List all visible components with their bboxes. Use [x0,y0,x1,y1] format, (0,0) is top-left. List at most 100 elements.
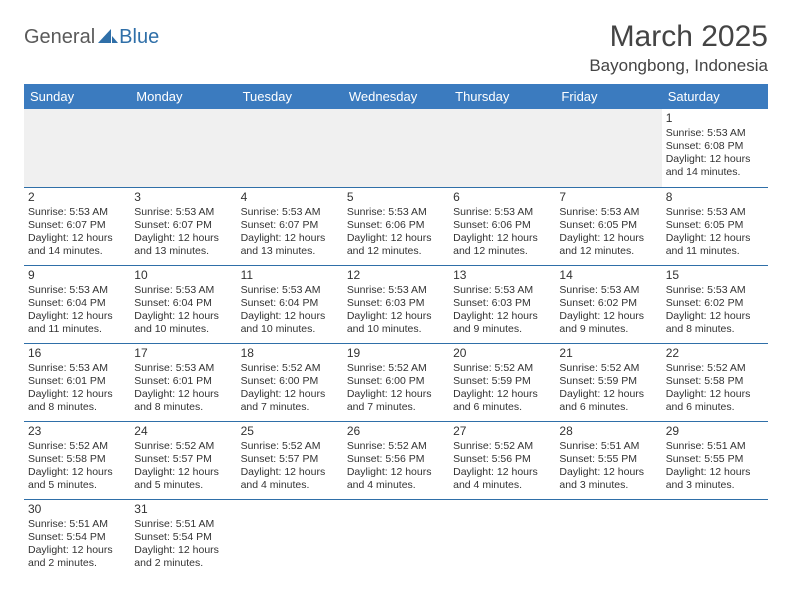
calendar-day-cell: 11Sunrise: 5:53 AMSunset: 6:04 PMDayligh… [237,265,343,343]
sunrise-text: Sunrise: 5:53 AM [559,284,657,297]
day-number: 10 [134,268,232,283]
calendar-table: SundayMondayTuesdayWednesdayThursdayFrid… [24,84,768,577]
sunrise-text: Sunrise: 5:51 AM [666,440,764,453]
sunrise-text: Sunrise: 5:53 AM [28,206,126,219]
daylight-text: and 12 minutes. [453,245,551,258]
sunset-text: Sunset: 5:56 PM [453,453,551,466]
daylight-text: Daylight: 12 hours [134,544,232,557]
logo-sail-icon [98,26,118,49]
sunrise-text: Sunrise: 5:52 AM [134,440,232,453]
sunset-text: Sunset: 6:03 PM [347,297,445,310]
title-block: March 2025 Bayongbong, Indonesia [589,20,768,76]
day-number: 31 [134,502,232,517]
daylight-text: Daylight: 12 hours [28,232,126,245]
weekday-header: Sunday [24,84,130,109]
calendar-day-cell: 4Sunrise: 5:53 AMSunset: 6:07 PMDaylight… [237,187,343,265]
calendar-day-cell: 15Sunrise: 5:53 AMSunset: 6:02 PMDayligh… [662,265,768,343]
sunrise-text: Sunrise: 5:51 AM [28,518,126,531]
weekday-header: Saturday [662,84,768,109]
day-number: 30 [28,502,126,517]
sunset-text: Sunset: 5:54 PM [28,531,126,544]
daylight-text: Daylight: 12 hours [347,232,445,245]
sunrise-text: Sunrise: 5:53 AM [241,206,339,219]
daylight-text: and 2 minutes. [134,557,232,570]
daylight-text: and 3 minutes. [666,479,764,492]
sunrise-text: Sunrise: 5:53 AM [241,284,339,297]
daylight-text: and 14 minutes. [28,245,126,258]
calendar-day-cell: 3Sunrise: 5:53 AMSunset: 6:07 PMDaylight… [130,187,236,265]
calendar-day-cell [24,109,130,187]
daylight-text: and 5 minutes. [28,479,126,492]
sunrise-text: Sunrise: 5:53 AM [666,127,764,140]
calendar-week-row: 9Sunrise: 5:53 AMSunset: 6:04 PMDaylight… [24,265,768,343]
calendar-day-cell: 12Sunrise: 5:53 AMSunset: 6:03 PMDayligh… [343,265,449,343]
daylight-text: and 4 minutes. [241,479,339,492]
calendar-day-cell: 19Sunrise: 5:52 AMSunset: 6:00 PMDayligh… [343,343,449,421]
sunrise-text: Sunrise: 5:53 AM [134,206,232,219]
calendar-day-cell: 28Sunrise: 5:51 AMSunset: 5:55 PMDayligh… [555,421,661,499]
daylight-text: and 8 minutes. [666,323,764,336]
weekday-header: Monday [130,84,236,109]
page-header: GeneralBlue March 2025 Bayongbong, Indon… [24,20,768,76]
daylight-text: Daylight: 12 hours [453,466,551,479]
sunrise-text: Sunrise: 5:53 AM [28,362,126,375]
daylight-text: Daylight: 12 hours [666,232,764,245]
calendar-day-cell [343,109,449,187]
sunset-text: Sunset: 6:00 PM [241,375,339,388]
sunrise-text: Sunrise: 5:53 AM [453,206,551,219]
daylight-text: and 5 minutes. [134,479,232,492]
sunset-text: Sunset: 6:04 PM [28,297,126,310]
sunrise-text: Sunrise: 5:52 AM [347,362,445,375]
calendar-day-cell [343,499,449,577]
calendar-day-cell: 27Sunrise: 5:52 AMSunset: 5:56 PMDayligh… [449,421,555,499]
daylight-text: and 7 minutes. [347,401,445,414]
calendar-day-cell: 10Sunrise: 5:53 AMSunset: 6:04 PMDayligh… [130,265,236,343]
sunset-text: Sunset: 6:00 PM [347,375,445,388]
calendar-day-cell: 8Sunrise: 5:53 AMSunset: 6:05 PMDaylight… [662,187,768,265]
daylight-text: Daylight: 12 hours [28,310,126,323]
daylight-text: Daylight: 12 hours [134,466,232,479]
day-number: 16 [28,346,126,361]
daylight-text: and 12 minutes. [559,245,657,258]
day-number: 5 [347,190,445,205]
daylight-text: Daylight: 12 hours [453,232,551,245]
daylight-text: Daylight: 12 hours [28,544,126,557]
day-number: 22 [666,346,764,361]
calendar-day-cell: 6Sunrise: 5:53 AMSunset: 6:06 PMDaylight… [449,187,555,265]
daylight-text: and 11 minutes. [666,245,764,258]
daylight-text: and 3 minutes. [559,479,657,492]
day-number: 27 [453,424,551,439]
daylight-text: Daylight: 12 hours [241,388,339,401]
daylight-text: Daylight: 12 hours [241,310,339,323]
day-number: 18 [241,346,339,361]
calendar-header-row: SundayMondayTuesdayWednesdayThursdayFrid… [24,84,768,109]
calendar-day-cell: 26Sunrise: 5:52 AMSunset: 5:56 PMDayligh… [343,421,449,499]
daylight-text: Daylight: 12 hours [134,310,232,323]
sunrise-text: Sunrise: 5:53 AM [347,206,445,219]
day-number: 17 [134,346,232,361]
sunrise-text: Sunrise: 5:53 AM [28,284,126,297]
sunrise-text: Sunrise: 5:51 AM [134,518,232,531]
daylight-text: and 11 minutes. [28,323,126,336]
daylight-text: and 13 minutes. [241,245,339,258]
calendar-day-cell: 16Sunrise: 5:53 AMSunset: 6:01 PMDayligh… [24,343,130,421]
daylight-text: and 10 minutes. [347,323,445,336]
sunset-text: Sunset: 6:02 PM [559,297,657,310]
daylight-text: and 6 minutes. [453,401,551,414]
sunset-text: Sunset: 6:06 PM [453,219,551,232]
calendar-week-row: 30Sunrise: 5:51 AMSunset: 5:54 PMDayligh… [24,499,768,577]
sunrise-text: Sunrise: 5:53 AM [347,284,445,297]
calendar-day-cell: 22Sunrise: 5:52 AMSunset: 5:58 PMDayligh… [662,343,768,421]
calendar-day-cell: 20Sunrise: 5:52 AMSunset: 5:59 PMDayligh… [449,343,555,421]
daylight-text: Daylight: 12 hours [347,466,445,479]
daylight-text: Daylight: 12 hours [241,466,339,479]
calendar-day-cell: 7Sunrise: 5:53 AMSunset: 6:05 PMDaylight… [555,187,661,265]
sunrise-text: Sunrise: 5:53 AM [134,362,232,375]
calendar-week-row: 16Sunrise: 5:53 AMSunset: 6:01 PMDayligh… [24,343,768,421]
calendar-day-cell: 31Sunrise: 5:51 AMSunset: 5:54 PMDayligh… [130,499,236,577]
calendar-day-cell: 25Sunrise: 5:52 AMSunset: 5:57 PMDayligh… [237,421,343,499]
daylight-text: Daylight: 12 hours [666,388,764,401]
sunset-text: Sunset: 6:07 PM [134,219,232,232]
daylight-text: and 9 minutes. [453,323,551,336]
day-number: 12 [347,268,445,283]
